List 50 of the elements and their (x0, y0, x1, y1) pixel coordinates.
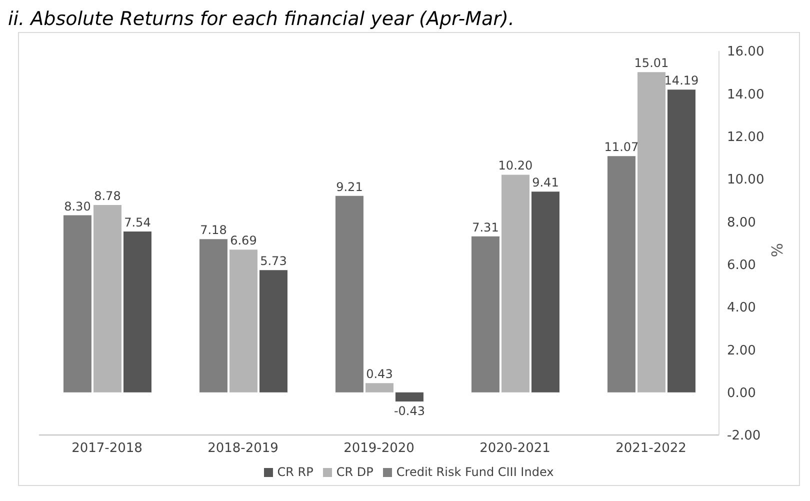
y-tick-label: 2.00 (727, 343, 756, 358)
data-label: 7.31 (472, 220, 499, 234)
bar (531, 192, 560, 392)
y-tick-label: 0.00 (727, 386, 756, 401)
data-label: 15.01 (634, 56, 669, 70)
data-label: 11.07 (604, 140, 639, 154)
bar (93, 205, 122, 392)
y-tick-label: 14.00 (727, 87, 764, 102)
bar (471, 236, 500, 392)
y-tick-label: -2.00 (727, 428, 761, 444)
data-label: 7.18 (200, 223, 227, 238)
bar (395, 392, 424, 402)
data-label: -0.43 (394, 404, 426, 418)
data-label: 8.78 (94, 189, 121, 204)
y-tick-label: 16.00 (727, 44, 764, 60)
bar (63, 215, 92, 392)
bar (607, 156, 636, 392)
data-label: 0.43 (366, 367, 393, 382)
bar (123, 231, 152, 392)
y-tick-label: 8.00 (727, 215, 756, 230)
x-tick-label: 2020-2021 (480, 441, 550, 456)
bar (667, 90, 696, 392)
data-label: 9.21 (336, 180, 363, 194)
data-label: 14.19 (664, 74, 699, 88)
bar (501, 174, 530, 392)
bar (229, 250, 258, 392)
data-label: 5.73 (260, 254, 287, 268)
bar (199, 239, 228, 392)
x-tick-label: 2019-2020 (344, 441, 414, 456)
data-label: 8.30 (64, 199, 91, 214)
x-tick-label: 2018-2019 (208, 441, 278, 456)
bar (335, 196, 364, 392)
x-tick-label: 2017-2018 (72, 441, 142, 456)
y-tick-label: 4.00 (727, 300, 756, 316)
data-label: 6.69 (230, 234, 257, 248)
bar (365, 383, 394, 392)
bar (637, 72, 666, 392)
legend-label: CR DP (336, 465, 374, 479)
y-tick-label: 6.00 (727, 258, 756, 273)
y-tick-label: 12.00 (727, 130, 764, 145)
bar (259, 270, 288, 392)
data-label: 9.41 (532, 176, 559, 190)
legend-label: CR RP (277, 465, 314, 479)
legend-label: Credit Risk Fund CIII Index (396, 465, 554, 479)
y-tick-label: 10.00 (727, 172, 764, 188)
data-label: 7.54 (124, 215, 151, 230)
chart-title: ii. Absolute Returns for each financial year (Apr-Mar). (8, 8, 516, 32)
y-axis-title: % (768, 243, 786, 258)
x-tick-label: 2021-2022 (616, 441, 686, 456)
data-label: 10.20 (498, 158, 533, 173)
